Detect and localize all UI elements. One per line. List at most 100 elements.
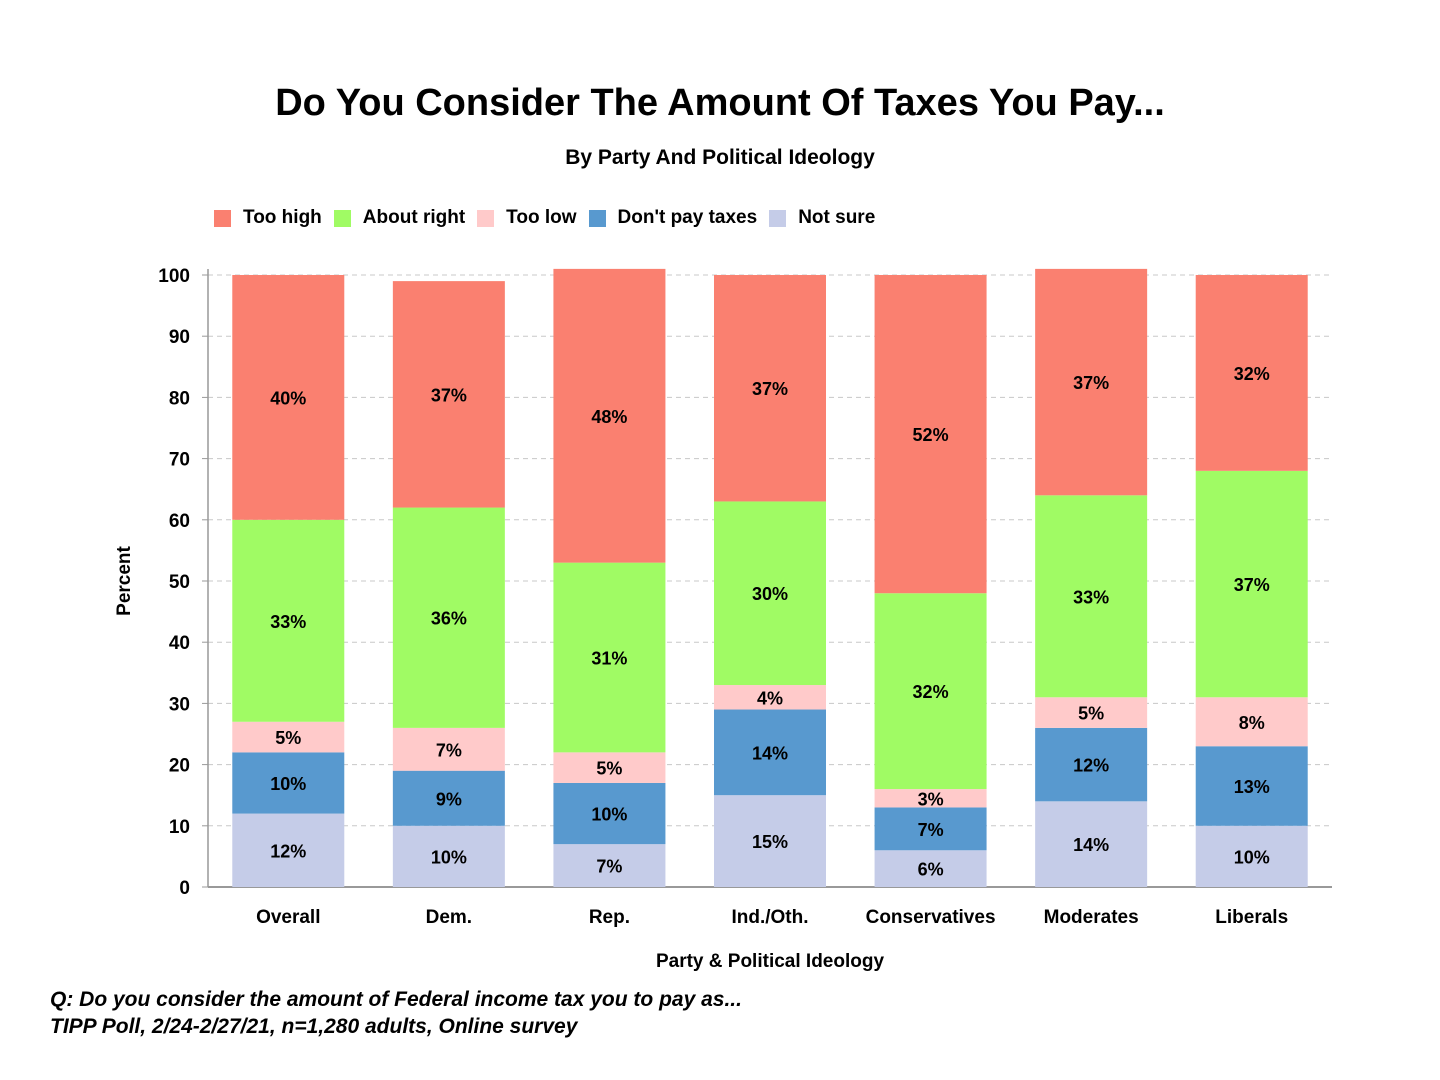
y-tick-label: 70 <box>169 450 190 471</box>
data-label: 15% <box>752 832 788 852</box>
bar-segment <box>1035 697 1148 728</box>
x-tick-label: Liberals <box>1215 907 1288 928</box>
data-label: 12% <box>270 841 306 861</box>
data-label: 5% <box>275 728 301 748</box>
data-label: 7% <box>918 820 944 840</box>
bar-segment <box>874 275 987 594</box>
bar-segment <box>714 685 826 710</box>
data-label: 37% <box>752 379 788 399</box>
bar-segment <box>874 850 987 887</box>
data-label: 37% <box>1234 575 1270 595</box>
data-label: 10% <box>1234 847 1270 867</box>
bar-segment <box>392 507 505 728</box>
question-note: Q: Do you consider the amount of Federal… <box>50 988 742 1011</box>
bar-segment <box>232 519 345 722</box>
bar-segment <box>392 281 505 508</box>
data-label: 10% <box>591 805 627 825</box>
data-label: 12% <box>1073 756 1109 776</box>
y-tick-label: 100 <box>158 266 190 287</box>
legend-label: About right <box>362 207 466 228</box>
legend-item: Don't pay taxes <box>588 207 758 229</box>
y-axis-title: Percent <box>114 545 135 615</box>
legend-swatch <box>214 209 231 227</box>
y-tick-label: 0 <box>179 878 190 899</box>
bar-segment <box>553 752 666 783</box>
bar-segment <box>392 770 505 826</box>
bar-segment <box>232 721 345 753</box>
bar-segment <box>232 813 345 887</box>
bar-segment <box>1035 727 1148 802</box>
legend-item: Too low <box>477 207 577 229</box>
x-tick-label: Dem. <box>426 907 472 928</box>
x-tick-label: Moderates <box>1044 907 1139 928</box>
bar-segment <box>232 275 345 520</box>
data-label: 14% <box>752 743 788 763</box>
data-label: 40% <box>270 388 306 408</box>
legend-swatch <box>477 209 495 227</box>
data-label: 30% <box>752 584 788 604</box>
bar-segment <box>232 752 345 814</box>
x-tick-label: Ind./Oth. <box>731 907 808 928</box>
bar-segment <box>1195 825 1308 887</box>
bar-segment <box>1035 495 1148 698</box>
y-tick-label: 50 <box>169 572 190 593</box>
data-label: 10% <box>431 847 467 867</box>
bar-segment <box>1195 697 1308 747</box>
y-tick-label: 10 <box>169 817 190 838</box>
y-tick-label: 90 <box>169 327 190 348</box>
legend-item: Too high <box>214 207 322 229</box>
x-tick-label: Conservatives <box>866 907 996 928</box>
legend-swatch <box>333 209 351 227</box>
data-label: 33% <box>1073 587 1109 607</box>
x-tick-label: Rep. <box>589 907 630 928</box>
bar-segment <box>392 727 505 771</box>
chart-title: Do You Consider The Amount Of Taxes You … <box>275 82 1165 124</box>
data-label: 52% <box>913 425 949 445</box>
legend-item: About right <box>333 207 466 229</box>
bar-segment <box>714 709 826 796</box>
legend-label: Too high <box>243 207 322 228</box>
bar-segment <box>392 825 505 887</box>
bar-segment <box>874 789 987 808</box>
data-label: 3% <box>918 789 944 809</box>
legend: Too high About right Too low Don't pay taxe… <box>214 207 887 229</box>
bar-segment <box>553 268 666 563</box>
data-label: 5% <box>1078 704 1104 724</box>
data-label: 10% <box>270 774 306 794</box>
data-label: 48% <box>591 407 627 427</box>
legend-label: Too low <box>506 207 577 228</box>
bar-segment <box>1035 268 1148 496</box>
data-label: 32% <box>913 682 949 702</box>
data-label: 7% <box>596 857 622 877</box>
data-label: 7% <box>436 740 462 760</box>
data-label: 31% <box>591 649 627 669</box>
data-label: 36% <box>431 609 467 629</box>
y-tick-label: 20 <box>169 756 190 777</box>
legend-label: Not sure <box>798 207 876 228</box>
data-label: 5% <box>596 759 622 779</box>
legend-item: Not sure <box>769 207 875 229</box>
bar-segment <box>1195 275 1308 471</box>
data-label: 4% <box>757 688 783 708</box>
data-label: 6% <box>918 860 944 880</box>
data-label: 37% <box>1073 373 1109 393</box>
y-tick-label: 80 <box>169 388 190 409</box>
data-label: 33% <box>270 612 306 632</box>
y-tick-label: 60 <box>169 511 190 532</box>
bar-segment <box>1035 801 1148 887</box>
data-label: 37% <box>431 385 467 405</box>
y-tick-label: 30 <box>169 694 190 715</box>
data-label: 32% <box>1234 364 1270 384</box>
bar-segment <box>553 844 666 887</box>
bar-segment <box>553 562 666 753</box>
bar-segment <box>714 501 826 686</box>
chart-subtitle: By Party And Political Ideology <box>565 146 875 169</box>
bar-segment <box>874 593 987 790</box>
bar-segment <box>1195 470 1308 698</box>
data-label: 13% <box>1234 777 1270 797</box>
data-label: 8% <box>1239 713 1265 733</box>
legend-label: Don't pay taxes <box>617 207 758 228</box>
bar-segment <box>714 795 826 887</box>
x-axis-title: Party & Political Ideology <box>656 951 884 972</box>
